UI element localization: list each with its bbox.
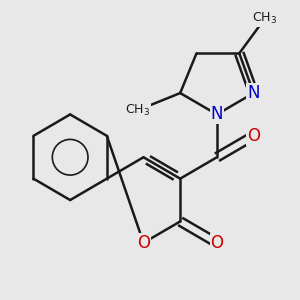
Text: O: O	[137, 234, 150, 252]
Text: CH$_3$: CH$_3$	[125, 103, 150, 118]
Text: O: O	[210, 234, 224, 252]
Text: O: O	[247, 127, 260, 145]
Text: N: N	[211, 105, 223, 123]
Text: N: N	[247, 84, 260, 102]
Text: CH$_3$: CH$_3$	[252, 11, 277, 26]
